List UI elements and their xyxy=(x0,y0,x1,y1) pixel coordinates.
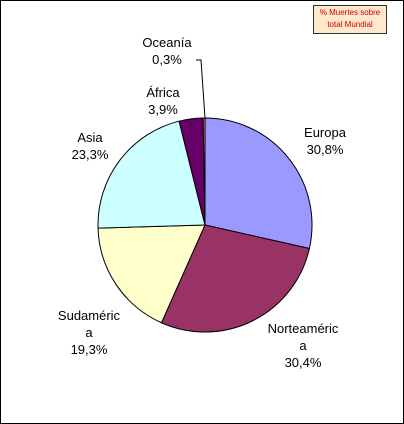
category-label: Oceanía xyxy=(142,35,192,50)
leader-line xyxy=(196,59,206,119)
category-label: Sudaméric a xyxy=(58,308,121,340)
category-label: Asia xyxy=(77,130,103,145)
category-label: África xyxy=(146,85,180,100)
legend-box xyxy=(313,5,387,34)
pie-slice xyxy=(202,117,206,226)
value-label: 30,8% xyxy=(307,142,344,157)
pie-slice xyxy=(204,117,313,250)
value-label: 23,3% xyxy=(72,147,109,162)
pie-slice xyxy=(97,224,206,324)
pie-slice xyxy=(97,120,206,229)
value-label: 19,3% xyxy=(71,342,108,357)
value-label: 3,9% xyxy=(148,102,178,117)
legend-text: total Mundial xyxy=(327,20,373,29)
legend-text: % Muertes sobre xyxy=(320,8,381,17)
pie-slice xyxy=(160,224,310,333)
category-label: Europa xyxy=(304,125,347,140)
category-label: Norteaméric a xyxy=(268,321,339,353)
value-label: 30,4% xyxy=(285,355,322,370)
value-label: 0,3% xyxy=(152,52,182,67)
